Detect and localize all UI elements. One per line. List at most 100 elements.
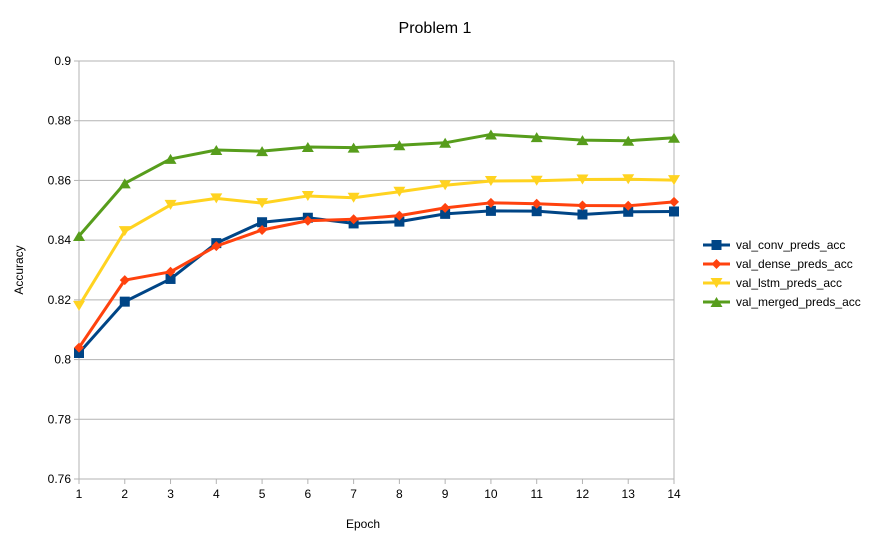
legend-swatch-marker: [710, 278, 723, 288]
series-line: [77, 132, 675, 237]
data-point: [164, 153, 177, 164]
data-point: [119, 296, 130, 307]
data-point: [668, 132, 680, 143]
data-point: [530, 132, 543, 143]
legend-item: val_lstm_preds_acc: [703, 276, 842, 290]
axes: [78, 61, 675, 480]
data-point: [256, 146, 269, 157]
y-tick-label: 0.8: [54, 353, 71, 367]
data-point: [210, 144, 223, 155]
series-val_dense_preds_acc: [74, 196, 679, 353]
x-axis-label: Epoch: [346, 517, 380, 531]
data-point: [118, 226, 131, 237]
data-point: [210, 193, 223, 204]
data-point: [302, 215, 313, 226]
legend-label: val_merged_preds_acc: [736, 295, 861, 309]
data-point: [348, 214, 359, 225]
legend-item: val_conv_preds_acc: [703, 238, 845, 252]
data-point: [577, 209, 588, 220]
data-point: [485, 205, 496, 216]
data-point: [530, 175, 543, 186]
x-tick-labels: 1 2 3 4 5 6 7 8 9 10 11 12 13 14: [76, 479, 681, 501]
legend-swatch-marker: [711, 240, 722, 250]
data-point: [301, 190, 314, 201]
y-tick-label: 0.86: [48, 173, 72, 187]
x-tick-label: 4: [213, 487, 220, 501]
series-group: [73, 129, 680, 359]
data-point: [439, 137, 452, 148]
data-point: [393, 186, 406, 197]
legend-item: val_merged_preds_acc: [703, 295, 861, 309]
data-point: [576, 174, 589, 185]
x-tick-label: 8: [396, 487, 403, 501]
legend-label: val_conv_preds_acc: [736, 238, 845, 252]
data-point: [256, 198, 269, 209]
y-tick-label: 0.9: [54, 54, 71, 68]
x-tick-label: 9: [442, 487, 449, 501]
series-line: [77, 177, 675, 307]
data-point: [73, 300, 85, 311]
series-val_lstm_preds_acc: [73, 174, 680, 311]
series-line: [77, 209, 675, 355]
x-tick-label: 12: [576, 487, 590, 501]
y-tick-label: 0.84: [48, 233, 72, 247]
data-point: [577, 200, 588, 211]
data-point: [440, 208, 451, 219]
data-point: [622, 135, 635, 146]
y-tick-label: 0.82: [48, 293, 72, 307]
x-tick-label: 3: [167, 487, 174, 501]
legend-label: val_lstm_preds_acc: [736, 276, 842, 290]
y-tick-label: 0.76: [48, 472, 72, 486]
data-point: [74, 348, 84, 359]
y-tick-label: 0.78: [48, 412, 72, 426]
data-point: [301, 141, 314, 152]
legend-item: val_dense_preds_acc: [703, 257, 853, 271]
data-point: [165, 273, 176, 284]
legend-swatch-marker: [711, 259, 722, 269]
data-point: [118, 178, 131, 189]
y-tick-labels: 0.76 0.78 0.8 0.82 0.84 0.86 0.88 0.9: [48, 54, 72, 486]
data-point: [393, 140, 406, 151]
x-tick-label: 11: [530, 487, 543, 501]
legend-swatch-marker: [710, 297, 723, 307]
data-point: [669, 206, 679, 217]
x-tick-label: 14: [667, 487, 681, 501]
legend: val_conv_preds_acc val_dense_preds_accval…: [703, 238, 861, 309]
x-tick-label: 13: [622, 487, 636, 501]
data-point: [485, 197, 496, 208]
data-point: [347, 192, 360, 203]
data-point: [669, 196, 679, 207]
data-point: [623, 200, 634, 211]
x-tick-label: 10: [484, 487, 498, 501]
y-axis-label: Accuracy: [12, 245, 26, 294]
series-val_conv_preds_acc: [74, 205, 679, 359]
data-point: [165, 266, 176, 277]
data-point: [484, 129, 497, 140]
data-point: [257, 217, 268, 228]
data-point: [440, 202, 451, 213]
x-tick-label: 6: [305, 487, 312, 501]
data-point: [622, 174, 635, 185]
data-point: [394, 210, 405, 221]
data-point: [73, 230, 85, 241]
data-point: [394, 216, 405, 227]
data-point: [347, 142, 360, 153]
x-tick-label: 5: [259, 487, 266, 501]
series-line: [77, 200, 675, 349]
y-tick-label: 0.88: [48, 114, 72, 128]
data-point: [164, 199, 177, 210]
data-point: [211, 241, 222, 252]
data-point: [531, 198, 542, 209]
data-point: [576, 135, 589, 146]
data-point: [119, 275, 130, 286]
x-tick-label: 7: [350, 487, 357, 501]
gridlines: [74, 60, 674, 480]
data-point: [668, 175, 680, 186]
data-point: [531, 206, 542, 217]
data-point: [74, 342, 84, 353]
x-tick-label: 2: [121, 487, 128, 501]
data-point: [439, 180, 452, 191]
data-point: [623, 206, 634, 217]
chart-title: Problem 1: [399, 20, 472, 37]
